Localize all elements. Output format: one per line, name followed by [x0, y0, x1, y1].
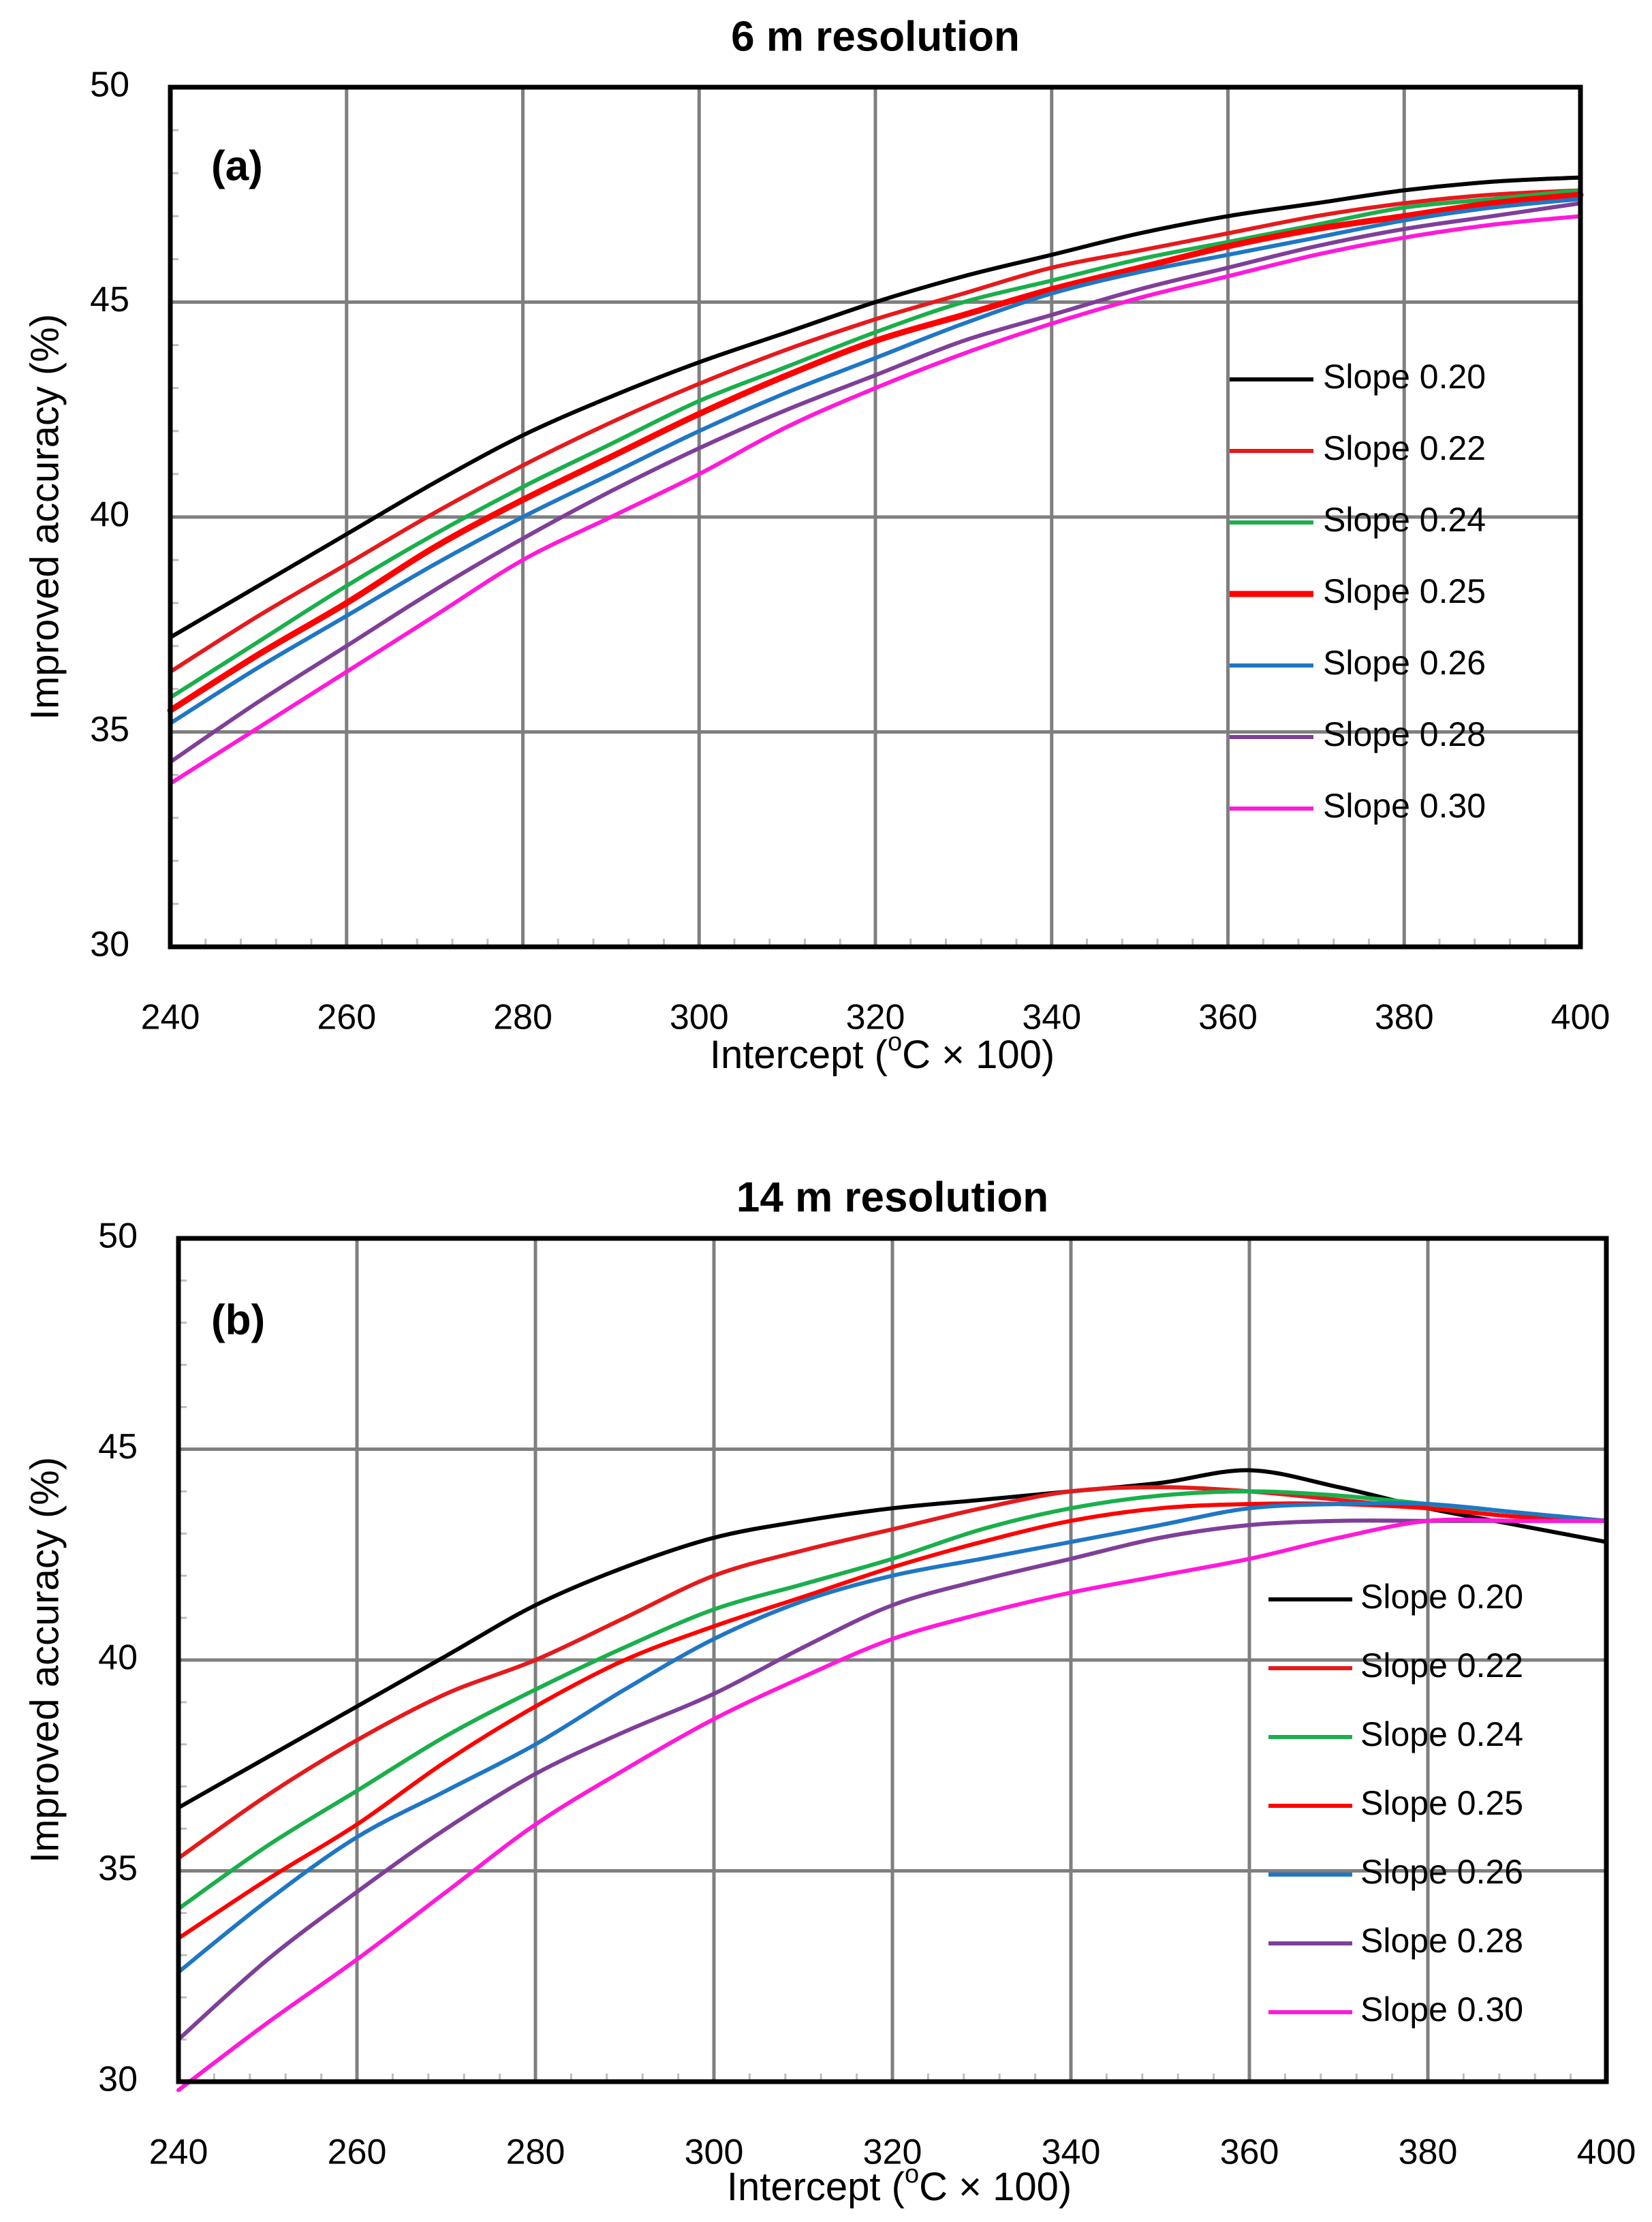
plot-border — [176, 1236, 1609, 2084]
y-tick-label: 30 — [98, 2060, 138, 2099]
x-tick-label: 360 — [1198, 998, 1258, 1037]
series-line-slope-0-24 — [176, 1489, 1608, 1911]
y-tick-label: 35 — [90, 710, 129, 749]
legend-label: Slope 0.26 — [1323, 644, 1486, 682]
x-axis-label: Intercept (oC × 100) — [710, 1028, 1055, 1077]
x-tick-label: 400 — [1577, 2133, 1636, 2172]
legend-label: Slope 0.30 — [1360, 1990, 1523, 2029]
x-tick-label: 380 — [1375, 998, 1434, 1037]
legend-label: Slope 0.28 — [1360, 1922, 1523, 1960]
series-line-slope-0-30 — [168, 214, 1583, 786]
x-tick-label: 380 — [1399, 2133, 1458, 2172]
legend-label: Slope 0.30 — [1323, 787, 1486, 825]
legend-label: Slope 0.25 — [1360, 1784, 1523, 1822]
x-tick-label: 340 — [1022, 998, 1081, 1037]
series-line-slope-0-20 — [176, 1468, 1608, 1810]
series-line-slope-0-25 — [167, 191, 1584, 714]
y-tick-label: 40 — [98, 1638, 138, 1678]
legend-label: Slope 0.22 — [1323, 429, 1486, 467]
x-axis-label: Intercept (oC × 100) — [727, 2160, 1072, 2209]
y-axis-label: Improved accuracy (%) — [22, 1457, 67, 1863]
x-tick-label: 360 — [1220, 2133, 1279, 2172]
x-tick-label: 340 — [1042, 2133, 1101, 2172]
series-line-slope-0-30 — [176, 1517, 1608, 2093]
x-tick-label: 260 — [317, 998, 376, 1037]
series-line-slope-0-22 — [168, 188, 1583, 674]
x-tick-label: 240 — [149, 2133, 208, 2172]
legend-label: Slope 0.28 — [1323, 715, 1486, 753]
y-tick-label: 30 — [90, 925, 129, 965]
y-tick-label: 45 — [98, 1427, 138, 1467]
y-tick-label: 50 — [98, 1217, 138, 1256]
x-tick-label: 300 — [685, 2133, 744, 2172]
chart-panel-1: 6 m resolution 240 260 280 300 320 340 360 380 40… — [22, 13, 1610, 1077]
panel-label: (b) — [211, 1296, 265, 1343]
series-lines — [176, 1468, 1608, 2093]
legend-label: Slope 0.20 — [1360, 1578, 1523, 1616]
series-line-slope-0-26 — [168, 197, 1583, 725]
x-tick-label: 240 — [141, 998, 200, 1037]
y-tick-label: 35 — [98, 1849, 138, 1888]
y-axis-label: Improved accuracy (%) — [22, 314, 67, 720]
series-line-slope-0-24 — [168, 188, 1583, 700]
series-lines — [167, 175, 1584, 786]
x-tick-label: 320 — [846, 998, 905, 1037]
series-line-slope-0-28 — [168, 201, 1583, 764]
y-tick-label: 45 — [90, 280, 129, 319]
legend: Slope 0.20 Slope 0.22 Slope 0.24 Slope 0.25… — [1268, 1578, 1523, 2029]
x-tick-label: 300 — [670, 998, 729, 1037]
chart-panel-2: 14 m resolution 240 260 280 300 320 340 360 380 4… — [22, 1174, 1636, 2209]
legend-label: Slope 0.25 — [1323, 572, 1486, 610]
x-tick-label: 280 — [506, 2133, 565, 2172]
y-tick-label: 40 — [90, 495, 129, 535]
legend-label: Slope 0.22 — [1360, 1646, 1523, 1685]
x-tick-label: 260 — [328, 2133, 387, 2172]
legend: Slope 0.20 Slope 0.22 Slope 0.24 Slope 0.25… — [1230, 358, 1486, 825]
x-tick-label: 320 — [863, 2133, 922, 2172]
x-tick-label: 400 — [1551, 998, 1610, 1037]
series-line-slope-0-26 — [176, 1501, 1608, 1975]
chart-title: 6 m resolution — [731, 13, 1020, 60]
series-line-slope-0-20 — [168, 175, 1583, 640]
legend-label: Slope 0.26 — [1360, 1853, 1523, 1891]
chart-title: 14 m resolution — [736, 1174, 1048, 1221]
plot-border — [168, 84, 1583, 950]
legend-label: Slope 0.20 — [1323, 358, 1486, 396]
y-tick-label: 50 — [90, 65, 129, 105]
series-line-slope-0-28 — [176, 1518, 1608, 2042]
legend-label: Slope 0.24 — [1323, 501, 1486, 539]
panel-label: (a) — [211, 142, 263, 189]
x-tick-label: 280 — [493, 998, 552, 1037]
legend-label: Slope 0.24 — [1360, 1715, 1523, 1753]
